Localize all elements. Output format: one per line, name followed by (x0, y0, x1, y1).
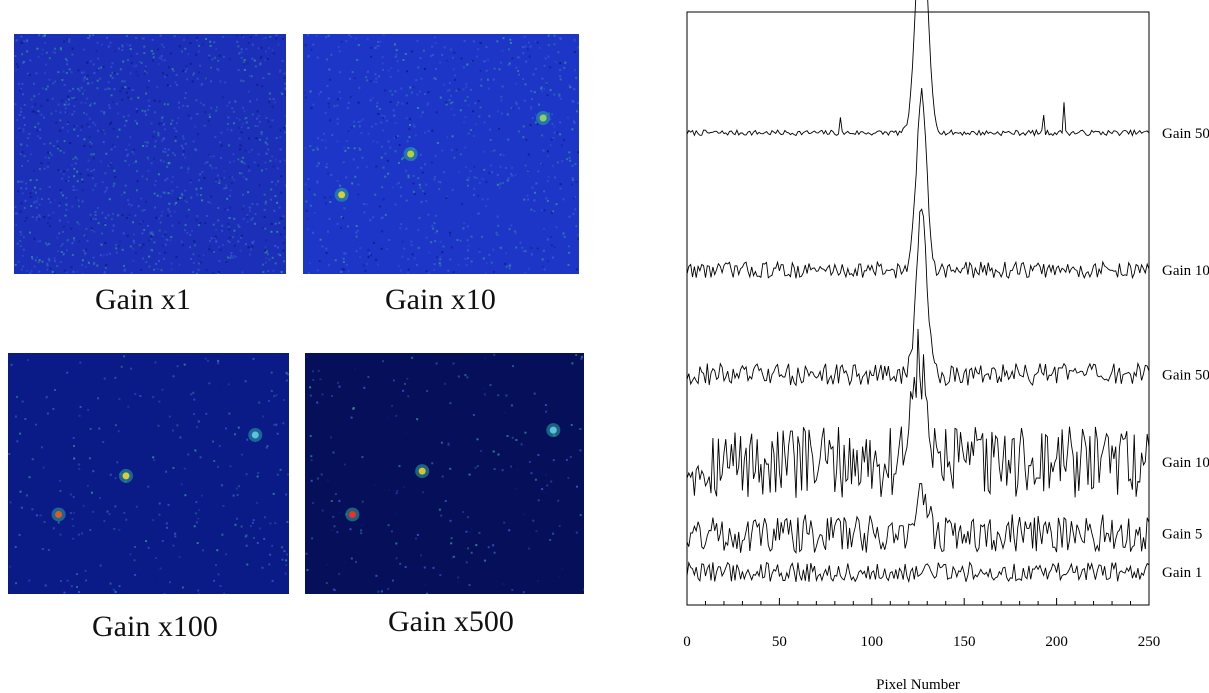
x-tick-label: 250 (1138, 634, 1161, 650)
series-layer (686, 0, 1150, 584)
star-spot (549, 426, 557, 434)
caption-gain-x100: Gain x100 (92, 610, 218, 643)
series-label-gain-500: Gain 500 (1162, 126, 1209, 142)
x-tick-label: 150 (953, 634, 976, 650)
series-label-gain-1: Gain 1 (1162, 565, 1202, 581)
series-label-gain-50: Gain 50 (1162, 367, 1209, 383)
image-panel-gain-x500 (305, 353, 584, 594)
image-panel-gain-x1 (14, 34, 286, 274)
star-spot (338, 191, 346, 199)
series-line-gain-500 (686, 0, 1150, 137)
panel-background (305, 353, 584, 594)
tick-layer: 0 50 100 150 200 250 (683, 598, 1160, 650)
caption-gain-x1: Gain x1 (95, 283, 191, 316)
caption-gain-x10: Gain x10 (385, 283, 496, 316)
x-tick-label: 200 (1045, 634, 1068, 650)
series-line-gain-1 (686, 560, 1150, 584)
noise-speckle (303, 34, 579, 274)
caption-gain-x500: Gain x500 (388, 605, 514, 638)
x-axis-label: Pixel Number (876, 677, 960, 693)
series-line-gain-10 (686, 328, 1150, 498)
star-spot (407, 150, 415, 158)
image-gain-x500 (305, 353, 584, 594)
series-label-gain-100: Gain 100 (1162, 263, 1209, 279)
series-line-gain-50 (686, 208, 1150, 387)
image-panel-gain-x10 (303, 34, 579, 274)
image-panel-gain-x100 (8, 353, 289, 594)
image-gain-x100 (8, 353, 289, 594)
star-spot (55, 510, 63, 518)
series-line-gain-100 (686, 88, 1150, 280)
x-tick-label: 100 (861, 634, 884, 650)
x-tick-label: 0 (683, 634, 691, 650)
star-spot (418, 467, 426, 475)
image-gain-x1 (14, 34, 286, 274)
star-spot (251, 431, 259, 439)
image-gain-x10 (303, 34, 579, 274)
star-spot (348, 510, 356, 518)
x-tick-label: 50 (772, 634, 787, 650)
star-spot (539, 114, 547, 122)
noise-speckle (305, 353, 584, 594)
series-label-gain-5: Gain 5 (1162, 527, 1202, 543)
series-line-gain-5 (686, 483, 1150, 555)
series-label-gain-10: Gain 10 (1162, 455, 1209, 471)
label-layer: Gain 500 Gain 100 Gain 50 Gain 10 Gain 5 Gain… (1162, 126, 1209, 581)
star-spot (122, 472, 130, 480)
plot-frame (686, 11, 1150, 606)
noise-speckle (14, 34, 286, 274)
panel-background (8, 353, 289, 594)
